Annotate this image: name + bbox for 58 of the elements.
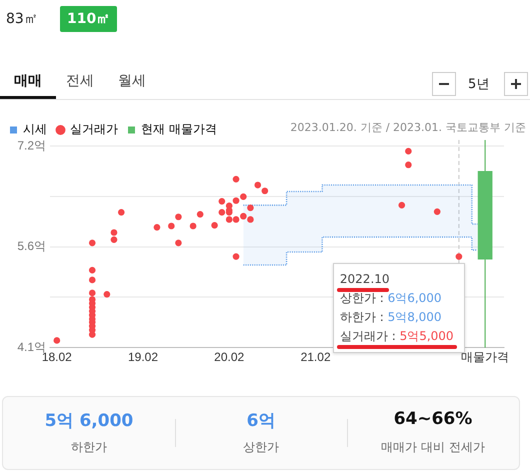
annotation: 2022.10 상한가 : 6억6,000 하한가 : 5억8,000 실거래가 : 5억5,000 xyxy=(340,270,455,345)
point xyxy=(175,214,182,220)
point xyxy=(232,216,240,223)
text: 83㎡ xyxy=(6,10,38,28)
point xyxy=(226,216,232,223)
point xyxy=(175,240,182,246)
text: 월세 xyxy=(118,72,146,90)
point xyxy=(434,208,440,215)
legend-label: 시세 xyxy=(23,122,47,136)
point xyxy=(240,212,247,220)
point xyxy=(218,209,226,216)
text: 매매 xyxy=(14,72,42,90)
point xyxy=(110,229,118,236)
point xyxy=(110,236,118,243)
point xyxy=(118,209,125,216)
text: 전세 xyxy=(66,72,94,90)
point xyxy=(240,193,247,200)
point xyxy=(456,253,462,260)
text: 상한가 xyxy=(242,439,280,456)
point xyxy=(190,222,196,230)
point xyxy=(405,148,412,155)
text: 5년 xyxy=(468,76,490,93)
text: 5억 6,000 xyxy=(44,410,134,432)
point xyxy=(247,216,254,223)
point xyxy=(232,176,240,182)
point xyxy=(247,204,254,212)
x-tick-label: 19.02 xyxy=(128,350,158,364)
text: 하한가 xyxy=(70,439,108,456)
x-tick-label: 21.02 xyxy=(300,350,331,364)
point xyxy=(254,182,262,188)
point xyxy=(218,198,226,205)
point xyxy=(88,266,96,274)
legend-label: 현재 매물가격 xyxy=(141,122,217,136)
point xyxy=(168,222,175,230)
text: 6억 xyxy=(246,410,276,432)
x-tick-label: 매물가격 xyxy=(461,350,510,364)
point xyxy=(196,210,204,218)
text: 64~66% xyxy=(392,409,474,429)
point xyxy=(232,197,240,204)
point xyxy=(262,188,268,194)
point xyxy=(88,331,96,338)
text: 매매가 대비 전세가 xyxy=(380,439,486,456)
point xyxy=(88,290,96,296)
point xyxy=(88,240,96,246)
point xyxy=(232,253,240,260)
point xyxy=(88,276,96,284)
point xyxy=(154,224,160,231)
point xyxy=(211,222,218,229)
legend-label: 실거래가 xyxy=(70,122,118,136)
text: 2023.01.20. 기준 / 2023.01. 국토교통부 기준 xyxy=(290,120,526,135)
text: 110㎡ xyxy=(60,6,118,32)
point xyxy=(398,202,406,208)
x-tick-label: 20.02 xyxy=(214,350,245,364)
y-tick-label: 7.2억 xyxy=(17,138,46,152)
point xyxy=(405,162,412,168)
point xyxy=(54,337,60,344)
y-tick-label: 5.6억 xyxy=(17,239,46,254)
point xyxy=(104,290,110,298)
